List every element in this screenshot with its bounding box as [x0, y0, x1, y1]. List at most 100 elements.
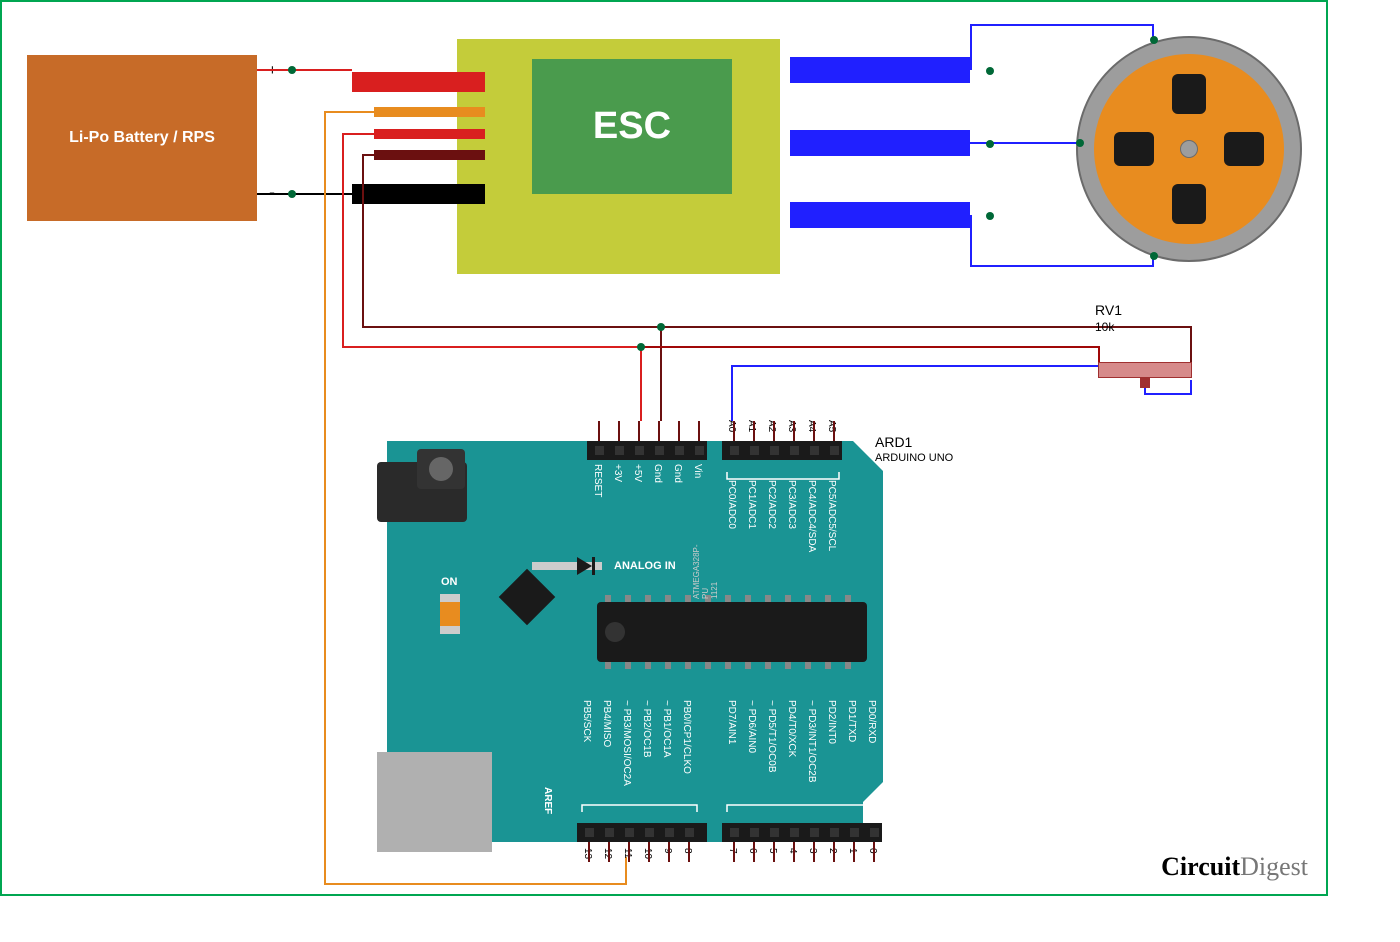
- node-10: [1150, 252, 1158, 260]
- motor-screw-n: [1172, 74, 1206, 114]
- pin-stub: [833, 842, 835, 862]
- motor-screw-s: [1172, 184, 1206, 224]
- motor-wire-3a: [970, 215, 972, 267]
- reset-btn-label: Reset BTN: [477, 428, 533, 440]
- pin-stub: [648, 842, 650, 862]
- chip-label: ATMEGA328P-PU1121: [692, 539, 719, 599]
- analog-in-label: ANALOG IN: [614, 560, 676, 572]
- pot-red-h: [640, 346, 1100, 348]
- pin-stub: [873, 842, 875, 862]
- red5v-h1: [342, 133, 374, 135]
- pin-A4: A4: [806, 420, 817, 432]
- pin-PD0/RXD: PD0/RXD: [866, 700, 877, 743]
- pin-stub: [638, 421, 640, 441]
- pin-PD2/INT0: PD2/INT0: [826, 700, 837, 744]
- gnd-h2: [362, 326, 1192, 328]
- pin-stub: [628, 842, 630, 862]
- wire-esc-orange-thick: [374, 107, 485, 117]
- pin-Vin: Vin: [692, 464, 703, 478]
- pin-stub: [773, 421, 775, 441]
- motor-screw-w: [1114, 132, 1154, 166]
- bat-pos-wire: [257, 69, 352, 71]
- node-5: [986, 67, 994, 75]
- pin-stub: [608, 842, 610, 862]
- pin-Gnd: Gnd: [672, 464, 683, 483]
- pin-stub: [813, 421, 815, 441]
- pin-~ PD3/INT1/OC2B: ~ PD3/INT1/OC2B: [806, 700, 817, 783]
- pin-~ PD6/AIN0: ~ PD6/AIN0: [746, 700, 757, 753]
- bat-neg-wire: [257, 193, 352, 195]
- pin-stub: [833, 421, 835, 441]
- pin-PD7/AIN1: PD7/AIN1: [726, 700, 737, 744]
- pin-stub: [698, 421, 700, 441]
- pot-ref: RV1: [1095, 302, 1122, 318]
- node-6: [986, 140, 994, 148]
- pin-+5V: +5V: [632, 464, 643, 482]
- node-8: [1150, 36, 1158, 44]
- pin-PD1/TXD: PD1/TXD: [846, 700, 857, 742]
- esc-inner: ESC: [532, 59, 732, 194]
- pin-A2: A2: [766, 420, 777, 432]
- pin-stub: [813, 842, 815, 862]
- diagram-canvas: Li-Po Battery / RPS + - ESC: [0, 0, 1328, 896]
- wire-motor-blue1: [790, 57, 970, 83]
- pin-PB0/ICP1/CLKO: PB0/ICP1/CLKO: [681, 700, 692, 774]
- pin-stub: [793, 421, 795, 441]
- pot-body: [1098, 362, 1192, 378]
- node-7: [986, 212, 994, 220]
- pin-stub: [753, 842, 755, 862]
- red5v-v1: [342, 133, 344, 348]
- on-label: ON: [441, 576, 458, 588]
- pin-stub: [793, 842, 795, 862]
- wire-motor-blue2: [790, 130, 970, 156]
- pin-stub: [733, 421, 735, 441]
- pin-PB5/SCK: PB5/SCK: [581, 700, 592, 742]
- red5v-h2: [342, 346, 642, 348]
- node-2: [288, 190, 296, 198]
- wire-esc-red-thick: [352, 72, 485, 92]
- watermark: CircuitDigest: [1161, 852, 1308, 882]
- node-9: [1076, 139, 1084, 147]
- pin-PC1/ADC1: PC1/ADC1: [746, 480, 757, 529]
- motor-wire-3b: [970, 265, 1154, 267]
- pin-PC5/ADC5/SCL: PC5/ADC5/SCL: [826, 480, 837, 551]
- aref-label: AREF: [542, 787, 553, 814]
- pin-stub: [688, 842, 690, 862]
- wire-esc-red2-thick: [374, 129, 485, 139]
- pin-PB4/MISO: PB4/MISO: [601, 700, 612, 747]
- pin-+3V: +3V: [612, 464, 623, 482]
- pin-PC0/ADC0: PC0/ADC0: [726, 480, 737, 529]
- orange-v3: [324, 883, 627, 885]
- pin-stub: [753, 421, 755, 441]
- pin-stub: [598, 421, 600, 441]
- motor-wire-1a: [970, 24, 1154, 26]
- gnd-v1: [362, 154, 364, 328]
- pin-A3: A3: [786, 420, 797, 432]
- node-1: [288, 66, 296, 74]
- pin-stub: [678, 421, 680, 441]
- pot-value: 10k: [1095, 320, 1114, 334]
- pin-stub: [733, 842, 735, 862]
- pin-~ PB2/OC1B: ~ PB2/OC1B: [641, 700, 652, 758]
- pin-Gnd: Gnd: [652, 464, 663, 483]
- pin-stub: [588, 842, 590, 862]
- pin-~ PB1/OC1A: ~ PB1/OC1A: [661, 700, 672, 758]
- pin-A0: A0: [726, 420, 737, 432]
- wire-motor-blue3: [790, 202, 970, 228]
- wire-esc-dark-thick: [374, 150, 485, 160]
- pin-A5: A5: [826, 420, 837, 432]
- pin-stub: [618, 421, 620, 441]
- pin-PC2/ADC2: PC2/ADC2: [766, 480, 777, 529]
- motor-wire-1b: [970, 24, 972, 70]
- pin-PD4/T0/XCK: PD4/T0/XCK: [786, 700, 797, 757]
- pot-wiper: [1140, 378, 1150, 388]
- pin-PC3/ADC3: PC3/ADC3: [786, 480, 797, 529]
- pin-~ PB3/MOSI/OC2A: ~ PB3/MOSI/OC2A: [621, 700, 632, 786]
- motor-screw-e: [1224, 132, 1264, 166]
- pin-RESET: RESET: [592, 464, 603, 497]
- pin-~ PD5/T1/OC0B: ~ PD5/T1/OC0B: [766, 700, 777, 773]
- watermark-2: Digest: [1240, 852, 1308, 881]
- pin-A1: A1: [746, 420, 757, 432]
- a0-blue-h: [731, 365, 1146, 367]
- wire-esc-black-thick: [352, 184, 485, 204]
